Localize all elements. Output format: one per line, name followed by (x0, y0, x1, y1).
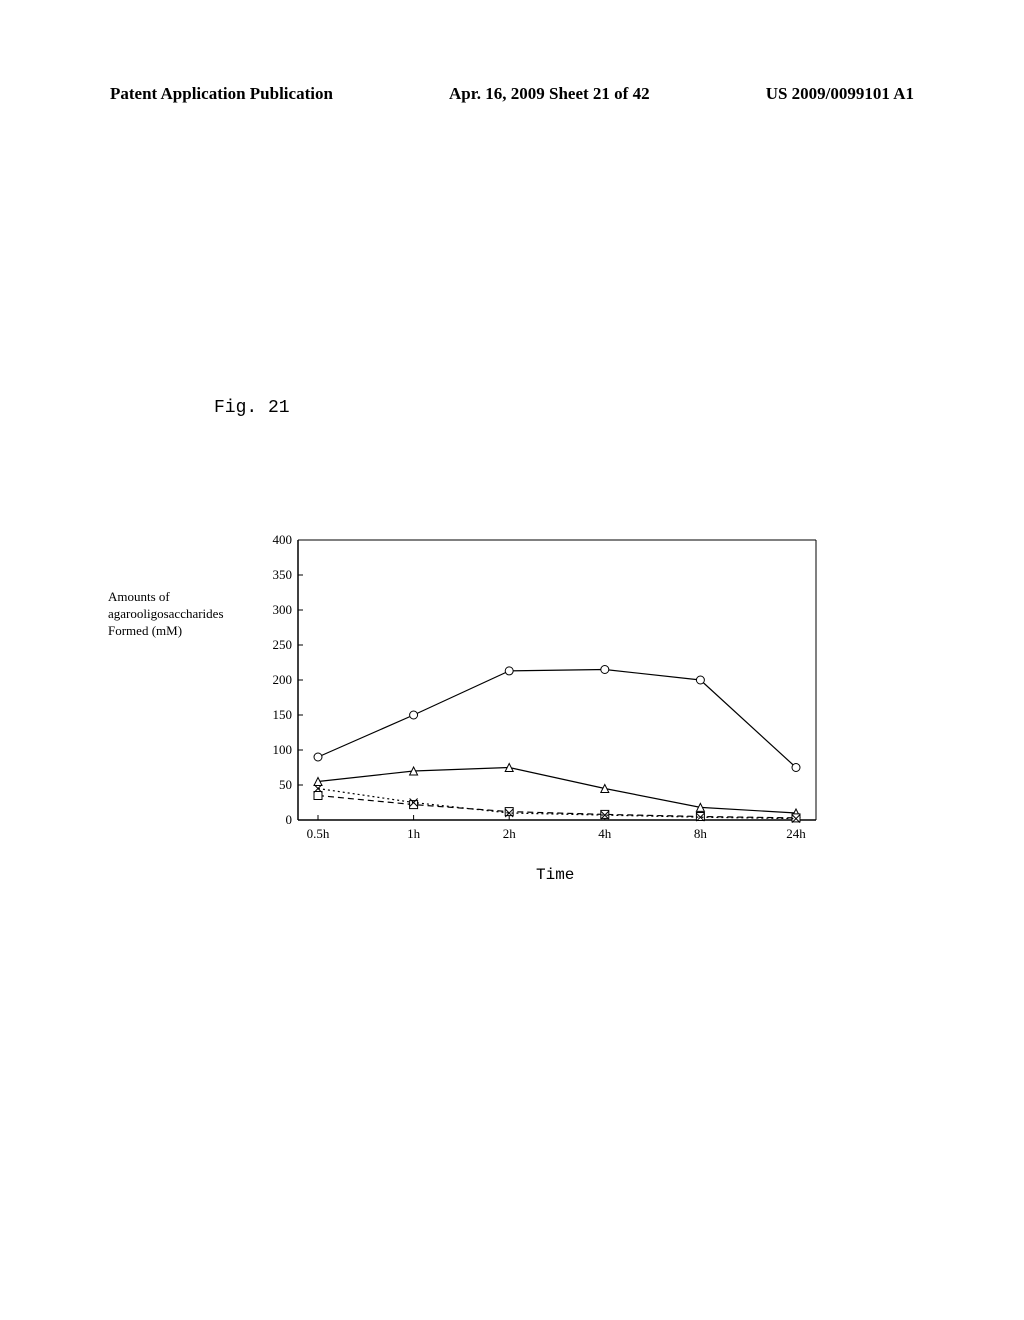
svg-text:100: 100 (273, 742, 293, 757)
svg-text:0: 0 (286, 812, 293, 827)
svg-text:200: 200 (273, 672, 293, 687)
svg-text:8h: 8h (694, 826, 708, 841)
svg-text:50: 50 (279, 777, 292, 792)
svg-text:400: 400 (273, 532, 293, 547)
svg-text:2h: 2h (503, 826, 516, 841)
svg-text:300: 300 (273, 602, 293, 617)
svg-text:4h: 4h (598, 826, 612, 841)
ylabel-line1: Amounts of (108, 589, 224, 606)
svg-text:250: 250 (273, 637, 293, 652)
figure-label: Fig. 21 (214, 398, 290, 418)
svg-text:150: 150 (273, 707, 293, 722)
header-left: Patent Application Publication (110, 84, 333, 104)
svg-text:24h: 24h (786, 826, 806, 841)
line-chart: 0 50 100 150 200 250 300 350 400 0.5h 1h 2h 4h 8h 24h (258, 532, 824, 860)
page-header: Patent Application Publication Apr. 16, … (0, 84, 1024, 104)
y-axis-label: Amounts of agarooligosaccharides Formed … (108, 589, 224, 640)
header-center: Apr. 16, 2009 Sheet 21 of 42 (449, 84, 650, 104)
svg-text:350: 350 (273, 567, 293, 582)
chart-svg: 0 50 100 150 200 250 300 350 400 0.5h 1h 2h 4h 8h 24h (258, 532, 824, 860)
header-right: US 2009/0099101 A1 (766, 84, 914, 104)
ylabel-line2: agarooligosaccharides (108, 606, 224, 623)
ylabel-line3: Formed (mM) (108, 623, 224, 640)
svg-text:1h: 1h (407, 826, 421, 841)
svg-text:0.5h: 0.5h (307, 826, 330, 841)
x-axis-label: Time (536, 866, 574, 884)
